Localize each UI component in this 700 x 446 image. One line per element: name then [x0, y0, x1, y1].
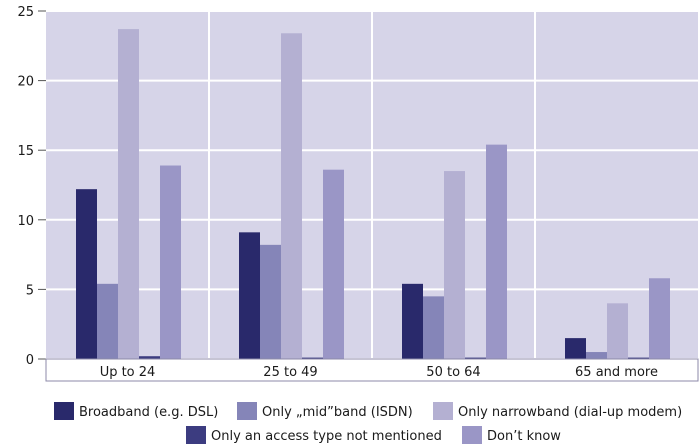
bar-s2-c1 [281, 33, 302, 359]
category-label-1: 25 to 49 [263, 365, 317, 380]
bar-s3-c0 [139, 356, 160, 359]
y-tick-label-4: 20 [17, 75, 34, 90]
bar-s2-c0 [118, 29, 139, 359]
bar-s3-c1 [302, 357, 323, 359]
bar-s4-c2 [486, 144, 507, 359]
y-tick-label-3: 15 [17, 144, 34, 159]
legend-label-3: Only an access type not mentioned [211, 429, 442, 444]
category-label-0: Up to 24 [100, 365, 156, 380]
y-tick-label-2: 10 [17, 214, 34, 229]
bar-s0-c3 [565, 338, 586, 359]
bar-s2-c3 [607, 303, 628, 359]
category-label-3: 65 and more [575, 365, 658, 380]
bar-s1-c1 [260, 244, 281, 359]
legend-swatch-2 [433, 402, 453, 420]
bar-s2-c2 [444, 171, 465, 359]
y-tick-label-5: 25 [17, 5, 34, 20]
bar-s1-c3 [586, 352, 607, 359]
legend: Broadband (e.g. DSL) Only „mid”band (ISDN… [54, 402, 682, 444]
bar-s1-c0 [97, 283, 118, 359]
category-label-band [45, 358, 699, 382]
legend-swatch-0 [54, 402, 74, 420]
legend-swatch-1 [237, 402, 257, 420]
bar-s3-c3 [628, 357, 649, 359]
y-tick-label-0: 0 [26, 353, 34, 368]
y-tick-label-1: 5 [26, 283, 34, 298]
bar-s0-c1 [239, 232, 260, 359]
bar-s4-c1 [323, 169, 344, 359]
legend-label-4: Don’t know [487, 429, 561, 444]
bar-s1-c2 [423, 296, 444, 359]
category-label-2: 50 to 64 [426, 365, 480, 380]
bar-s0-c0 [76, 189, 97, 359]
bar-s4-c0 [160, 165, 181, 359]
bar-s3-c2 [465, 357, 486, 359]
legend-swatch-4 [462, 426, 482, 444]
x-axis: Up to 24 25 to 49 50 to 64 65 and more [45, 358, 699, 382]
legend-label-0: Broadband (e.g. DSL) [79, 405, 218, 420]
legend-label-2: Only narrowband (dial-up modem) [458, 405, 682, 420]
bars [76, 29, 670, 359]
bar-s4-c3 [649, 278, 670, 359]
bar-s0-c2 [402, 283, 423, 359]
legend-swatch-3 [186, 426, 206, 444]
y-axis-ticks: 0 5 10 15 20 25 [17, 5, 46, 368]
legend-label-1: Only „mid”band (ISDN) [262, 405, 413, 420]
